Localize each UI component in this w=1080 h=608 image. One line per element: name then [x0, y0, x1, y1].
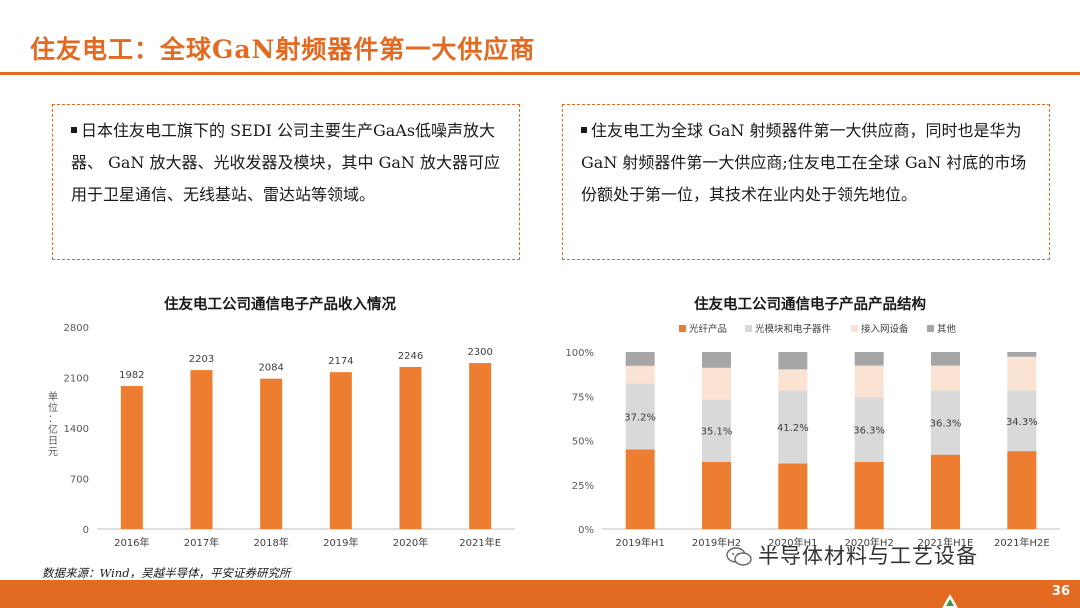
chart1-x-tick: 2017年	[184, 536, 219, 549]
chart2-bar-segment	[1007, 451, 1037, 529]
chart2-bar-segment	[931, 352, 960, 366]
chart2-y-tick: 25%	[572, 481, 594, 492]
text-box-left: 日本住友电工旗下的 SEDI 公司主要生产GaAs低噪声放大器、 GaN 放大器…	[52, 104, 520, 260]
text-box-right: 住友电工为全球 GaN 射频器件第一大供应商，同时也是华为GaN 射频器件第一大…	[562, 104, 1050, 260]
wechat-icon	[726, 547, 752, 566]
bullet-icon	[581, 126, 587, 133]
chart2-bar-segment	[778, 369, 808, 391]
chart1-x-tick: 2019年	[323, 536, 358, 549]
chart1-data-label: 2174	[328, 356, 353, 367]
chart2-bar-segment	[625, 449, 655, 529]
chart2-legend-swatch	[927, 325, 934, 332]
chart2-data-label: 41.2%	[777, 423, 809, 434]
chart1-bar	[399, 366, 422, 529]
chart2-bar-segment	[702, 367, 731, 400]
chart2-x-tick: 2020年H2	[844, 536, 893, 549]
chart2-bar-segment	[1007, 352, 1037, 357]
chart2-bar-segment	[778, 352, 808, 370]
chart1-y-tick: 700	[70, 475, 89, 486]
chart2-bar-segment	[702, 399, 731, 462]
chart1-y-tick: 0	[83, 525, 89, 536]
bullet-icon	[71, 126, 77, 133]
chart2-x-tick: 2021年H2E	[994, 536, 1050, 549]
chart1-bar	[190, 370, 213, 529]
watermark-text: 半导体材料与工艺设备	[758, 544, 978, 568]
chart1-data-label: 2203	[189, 354, 214, 365]
chart1-data-label: 2246	[398, 351, 423, 362]
chart2-bar-segment	[1007, 356, 1037, 391]
chart2-x-tick: 2019年H1	[615, 536, 664, 549]
chart2-bar-segment	[778, 463, 808, 529]
footer-bar	[0, 580, 1080, 608]
chart1-y-tick: 2800	[64, 323, 89, 334]
chart2-legend-label: 接入网设备	[861, 323, 909, 335]
chart2-bar-segment	[778, 390, 808, 464]
text-box-left-content: 日本住友电工旗下的 SEDI 公司主要生产GaAs低噪声放大器、 GaN 放大器…	[71, 121, 500, 204]
title-divider	[0, 72, 1080, 75]
chart1-x-tick: 2018年	[253, 536, 288, 549]
chart2-bar-segment	[702, 352, 731, 368]
chart2-y-tick: 0%	[578, 525, 594, 536]
chart2-data-label: 34.3%	[1006, 417, 1038, 428]
chart2-bar-segment	[931, 454, 960, 529]
chart2-bar-segment	[854, 397, 884, 462]
chart1-data-label: 1982	[119, 370, 144, 381]
watermark: 半导体材料与工艺设备	[726, 540, 978, 570]
chart1-bar	[469, 363, 492, 529]
logo-icon	[942, 594, 958, 608]
chart1-x-tick: 2016年	[114, 536, 149, 549]
chart1-bar	[120, 386, 143, 529]
chart2-x-tick: 2019年H2	[692, 536, 741, 549]
chart2-y-tick: 75%	[572, 392, 594, 403]
chart1-y-label: 单位：亿日元	[48, 391, 58, 458]
chart1-title: 住友电工公司通信电子产品收入情况	[164, 297, 396, 313]
chart1-y-tick: 1400	[64, 424, 89, 435]
slide-title: 住友电工：全球GaN射频器件第一大供应商	[30, 35, 536, 64]
chart2-bar-segment	[625, 383, 655, 450]
chart2-data-label: 35.1%	[701, 427, 733, 438]
chart2-bar-segment	[625, 352, 655, 366]
chart1-bar	[260, 378, 283, 529]
chart2-data-label: 37.2%	[624, 412, 656, 423]
chart1-data-label: 2084	[258, 363, 283, 374]
chart2-title: 住友电工公司通信电子产品产品结构	[694, 297, 926, 313]
chart2-legend-swatch	[679, 325, 686, 332]
chart2-legend-swatch	[745, 325, 752, 332]
chart2-bar-segment	[854, 352, 884, 366]
chart2-bar-segment	[702, 461, 731, 529]
chart2-bar-segment	[931, 390, 960, 455]
data-source-note: 数据来源：Wind，吴越半导体，平安证券研究所	[42, 566, 291, 580]
chart2-data-label: 36.3%	[930, 419, 962, 430]
chart2-bar-segment	[854, 461, 884, 529]
text-box-right-content: 住友电工为全球 GaN 射频器件第一大供应商，同时也是华为GaN 射频器件第一大…	[581, 121, 1027, 204]
chart1-x-tick: 2020年	[393, 536, 428, 549]
chart1-data-label: 2300	[467, 347, 492, 358]
page-number: 36	[1051, 584, 1070, 599]
chart2-bar-segment	[625, 365, 655, 384]
chart2-y-tick: 100%	[565, 348, 594, 359]
chart2-bar-segment	[854, 365, 884, 398]
chart2-legend-swatch	[851, 325, 858, 332]
chart2-x-tick: 2021年H1E	[918, 536, 974, 549]
chart1-bar	[329, 372, 352, 529]
chart2-x-tick: 2020年H1	[768, 536, 817, 549]
chart2-data-label: 36.3%	[853, 426, 885, 437]
chart1-x-tick: 2021年E	[459, 536, 501, 549]
chart2-bar-segment	[1007, 390, 1037, 452]
chart2-bar-segment	[931, 365, 960, 391]
chart2-legend-label: 光模块和电子器件	[755, 323, 832, 335]
chart2-y-tick: 50%	[572, 437, 594, 448]
chart2-legend-label: 光纤产品	[689, 323, 727, 335]
chart2-legend-label: 其他	[937, 323, 957, 335]
chart1-y-tick: 2100	[64, 374, 89, 385]
